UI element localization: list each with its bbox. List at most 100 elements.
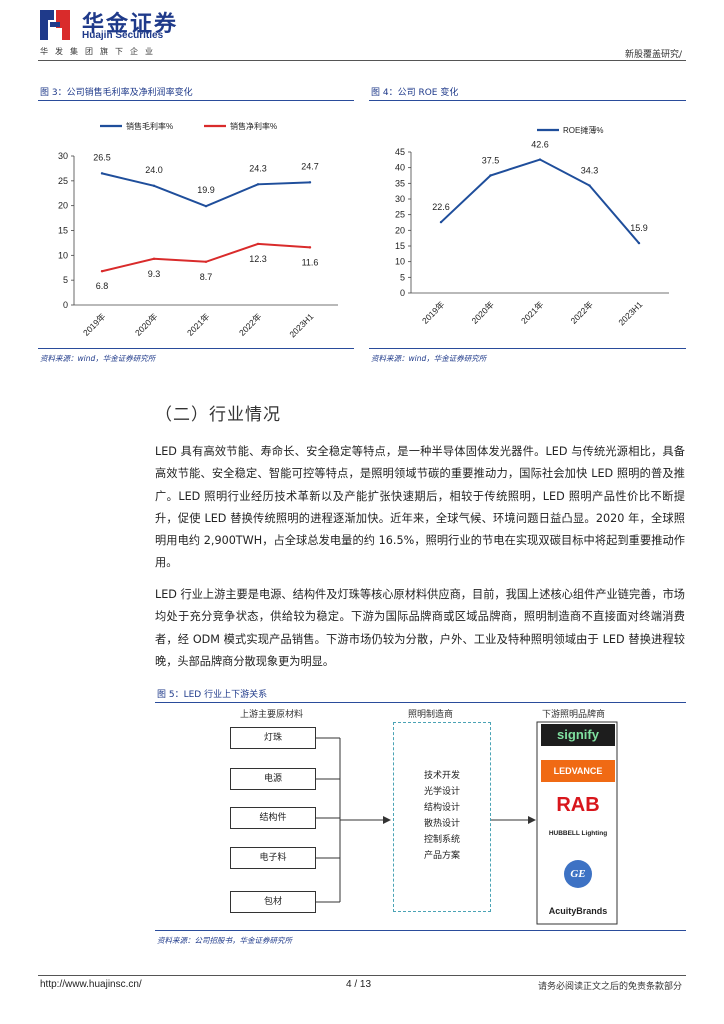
x-tick-label: 2021年: [519, 299, 546, 326]
data-label: 11.6: [302, 257, 319, 267]
fig3-title: 图 3：公司销售毛利率及净利润率变化: [40, 88, 193, 98]
y-tick-label: 45: [395, 147, 405, 157]
x-tick-label: 2022年: [237, 311, 264, 338]
data-label: 22.6: [432, 202, 450, 212]
page-number: 4 / 13: [346, 979, 372, 990]
signify-logo: signify: [541, 724, 615, 746]
huajin-logo-icon: [38, 8, 72, 42]
data-point: [204, 260, 208, 263]
report-type: 新股覆盖研究/: [624, 50, 682, 60]
y-tick-label: 5: [63, 275, 68, 285]
footer-divider: [38, 975, 686, 976]
section-heading: （二）行业情况: [155, 405, 281, 425]
fig5-source: 资料来源：公司招股书，华金证券研究所: [157, 936, 292, 945]
data-label: 8.7: [200, 272, 213, 282]
data-label: 34.3: [581, 166, 599, 176]
paragraph-industry-chain: LED 行业上游主要是电源、结构件及灯珠等核心原材料供应商，目前，我国上述核心组…: [155, 588, 685, 668]
fig5-bottom-rule: [155, 930, 686, 931]
data-point: [538, 158, 542, 161]
data-label: 37.5: [482, 156, 500, 166]
footer-disclaimer: 请务必阅读正文之后的免责条款部分: [537, 982, 682, 992]
y-tick-label: 20: [58, 201, 68, 211]
data-label: 15.9: [630, 223, 648, 233]
fig5-top-rule: [155, 702, 686, 703]
acuitybrands-logo: AcuityBrands: [548, 906, 608, 916]
data-label: 12.3: [249, 254, 267, 264]
y-tick-label: 0: [400, 288, 405, 298]
data-label: 19.9: [197, 185, 215, 195]
y-tick-label: 25: [58, 176, 68, 186]
x-tick-label: 2019年: [420, 299, 447, 326]
brand-name-en: Huajin Securities: [82, 30, 164, 41]
fig3-source: 资料来源：wind，华金证券研究所: [40, 354, 156, 363]
data-point: [204, 204, 208, 208]
margin-chart: 0 5 10 15 20 25 30 2019年 2020年 2021年 2022年 2023H1 销售…: [58, 121, 338, 339]
roe-chart: 0 5 10 15 20 25 30 35 40 45 2019年 2020年 2021年 2022年 20…: [395, 125, 669, 327]
rab-logo: RAB: [556, 794, 600, 816]
ledvance-logo: LEDVANCE: [541, 760, 615, 782]
upstream-item: 结构件: [230, 807, 316, 829]
upstream-item: 电源: [230, 768, 316, 790]
series-line: [101, 242, 311, 273]
hubbell-logo: HUBBELL Lighting: [548, 830, 608, 837]
downstream-label: 下游照明品牌商: [542, 710, 606, 720]
fig5-connectors: [315, 721, 618, 925]
capability-item: 结构设计: [423, 803, 460, 813]
data-label: 26.5: [93, 152, 111, 162]
x-tick-label: 2023H1: [616, 299, 644, 327]
data-point: [256, 183, 260, 186]
y-tick-label: 25: [395, 210, 405, 220]
data-point: [308, 181, 312, 184]
y-tick-label: 10: [58, 250, 68, 260]
series-line: [440, 158, 640, 244]
data-label: 24.7: [301, 161, 319, 171]
legend-label: 销售毛利率%: [126, 121, 173, 131]
data-point: [256, 242, 260, 246]
fig4-source: 资料来源：wind，华金证券研究所: [371, 354, 487, 363]
capability-item: 散热设计: [423, 819, 460, 829]
y-tick-label: 30: [58, 151, 68, 161]
data-label: 42.6: [531, 140, 549, 150]
y-tick-label: 10: [395, 257, 405, 267]
data-point: [588, 184, 591, 187]
data-point: [152, 184, 156, 187]
data-label: 24.3: [249, 163, 267, 173]
x-tick-label: 2023H1: [287, 311, 315, 339]
data-label: 6.8: [96, 281, 109, 291]
fig4-top-rule: [369, 100, 686, 101]
data-point: [152, 257, 156, 261]
upstream-item: 电子料: [230, 847, 316, 869]
x-tick-label: 2020年: [133, 311, 160, 338]
capability-item: 产品方案: [423, 851, 460, 861]
data-point: [637, 241, 641, 245]
x-tick-label: 2020年: [469, 299, 496, 326]
y-tick-label: 0: [63, 300, 68, 310]
manufacturer-label: 照明制造商: [408, 710, 454, 720]
upstream-item: 包材: [230, 891, 316, 913]
y-tick-label: 5: [400, 272, 405, 282]
data-point: [100, 270, 104, 273]
legend-label: 销售净利率%: [230, 121, 277, 131]
y-tick-label: 20: [395, 225, 405, 235]
upstream-label: 上游主要原材料: [240, 710, 304, 720]
data-point: [439, 220, 443, 224]
manufacturer-capabilities: 技术开发 光学设计 结构设计 散热设计 控制系统 产品方案: [394, 768, 490, 864]
y-tick-label: 15: [58, 226, 68, 236]
y-tick-label: 40: [395, 163, 405, 173]
manufacturer-box: 技术开发 光学设计 结构设计 散热设计 控制系统 产品方案: [393, 722, 491, 912]
y-tick-label: 30: [395, 194, 405, 204]
y-tick-label: 15: [395, 241, 405, 251]
legend-label: ROE摊薄%: [563, 125, 603, 135]
x-tick-label: 2021年: [185, 311, 212, 338]
header-slogan: 华发集团旗下企业: [40, 47, 160, 56]
fig4-bottom-rule: [369, 348, 686, 349]
x-tick-label: 2022年: [568, 299, 595, 326]
x-tick-label: 2019年: [81, 311, 108, 338]
footer-url-link[interactable]: http://www.huajinsc.cn/: [40, 979, 142, 990]
fig5-title: 图 5：LED 行业上下游关系: [157, 690, 268, 700]
data-label: 9.3: [148, 269, 161, 279]
fig3-top-rule: [38, 100, 354, 101]
fig4-title: 图 4：公司 ROE 变化: [371, 88, 459, 98]
ge-logo: GE: [564, 860, 592, 888]
y-tick-label: 35: [395, 178, 405, 188]
